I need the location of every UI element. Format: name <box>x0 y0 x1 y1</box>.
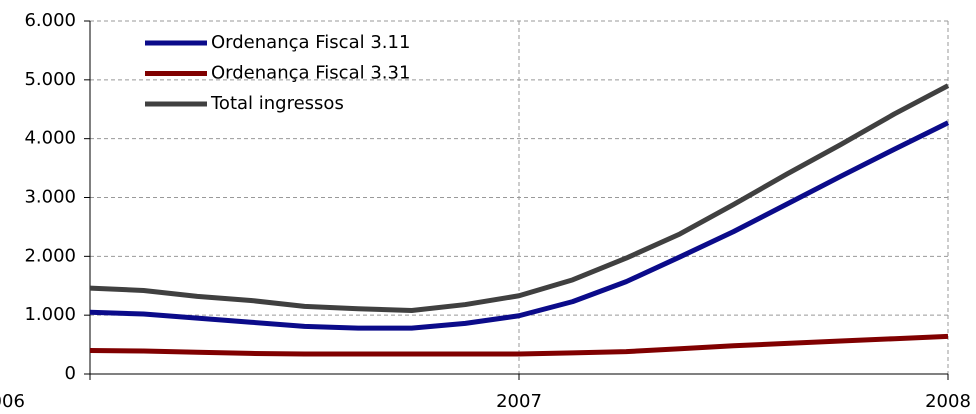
y-tick-label: 4.000 <box>24 128 76 149</box>
legend-label: Total ingressos <box>210 93 344 114</box>
y-tick-label: 1.000 <box>24 304 76 325</box>
y-tick-label: 6.000 <box>24 10 76 31</box>
x-tick-label: 2008 <box>925 391 971 412</box>
x-tick-label: 2007 <box>496 391 542 412</box>
series-line <box>89 120 950 331</box>
legend-label: Ordenança Fiscal 3.31 <box>211 63 410 84</box>
x-tick-label: 2006 <box>0 391 25 412</box>
y-tick-label: 3.000 <box>24 187 76 208</box>
legend-label: Ordenança Fiscal 3.11 <box>211 32 410 53</box>
series-line <box>89 333 949 357</box>
series-line <box>89 83 950 313</box>
y-tick-label: 2.000 <box>24 245 76 266</box>
y-tick-label: 0 <box>65 363 76 384</box>
y-tick-label: 5.000 <box>24 69 76 90</box>
